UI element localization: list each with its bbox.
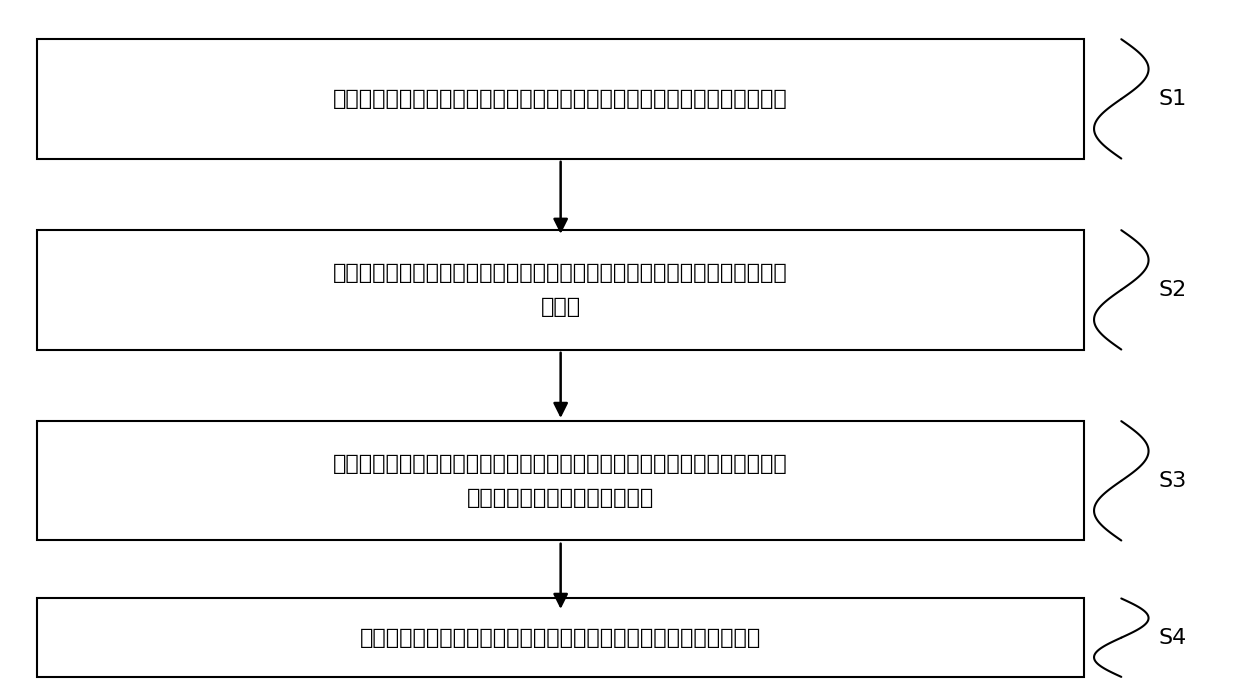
Bar (37, 421, 1084, 540)
Text: 在制造执行系统中对需要做自动测机的机台设置上相应的空闲时间约束条件；: 在制造执行系统中对需要做自动测机的机台设置上相应的空闲时间约束条件； (333, 89, 788, 109)
Text: S1: S1 (1158, 89, 1187, 109)
Text: 果返回给所述机台自动化系统；: 果返回给所述机台自动化系统； (467, 488, 654, 508)
Bar (37, 40, 1084, 159)
Text: 所述机台自动化系统根据所述判断结果控制所述机台是否自动测机。: 所述机台自动化系统根据所述判断结果控制所述机台是否自动测机。 (361, 627, 761, 648)
Bar (37, 231, 1084, 350)
Text: S3: S3 (1158, 471, 1187, 491)
Text: S4: S4 (1158, 627, 1187, 648)
Text: S2: S2 (1158, 280, 1187, 300)
Text: 所述制造执行系统根据设置的约束条件判断是否要约束所述机台，并将判断结: 所述制造执行系统根据设置的约束条件判断是否要约束所述机台，并将判断结 (333, 454, 788, 474)
Text: 当一批货物到达所述机台，机台自动化系统向所述制造执行系统发送约束判断: 当一批货物到达所述机台，机台自动化系统向所述制造执行系统发送约束判断 (333, 263, 788, 283)
Text: 请求；: 请求； (540, 297, 581, 317)
Bar (37, 599, 1084, 677)
